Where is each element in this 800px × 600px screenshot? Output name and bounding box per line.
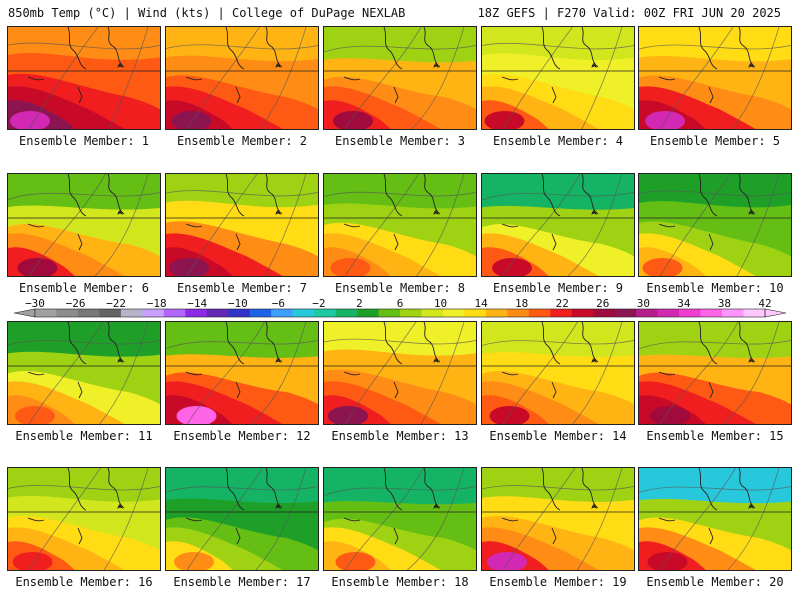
colorbar-swatch <box>99 309 122 317</box>
ensemble-member-label: Ensemble Member: 11 <box>15 429 153 443</box>
colorbar-swatch <box>700 309 723 317</box>
colorbar-swatch <box>464 309 487 317</box>
ensemble-member-label: Ensemble Member: 9 <box>492 281 624 295</box>
colorbar-swatch <box>657 309 680 317</box>
ensemble-member-map <box>7 26 161 130</box>
ensemble-member-map <box>323 467 477 571</box>
colorbar-swatch <box>485 309 508 317</box>
colorbar-swatch <box>228 309 251 317</box>
colorbar-swatch <box>636 309 658 317</box>
colorbar-tick-label: 42 <box>758 297 772 310</box>
colorbar-swatch <box>335 309 358 317</box>
colorbar-tick-label: −30 <box>25 297 45 310</box>
ensemble-member-label: Ensemble Member: 13 <box>331 429 469 443</box>
ensemble-member-label: Ensemble Member: 4 <box>492 134 624 148</box>
ensemble-member-label: Ensemble Member: 1 <box>18 134 150 148</box>
ensemble-member-map <box>7 321 161 425</box>
colorbar-swatch <box>292 309 315 317</box>
colorbar-tick-label: −18 <box>146 297 167 310</box>
ensemble-member-label: Ensemble Member: 3 <box>334 134 466 148</box>
colorbar-tick-label: 18 <box>515 297 529 310</box>
colorbar-swatch <box>35 309 57 317</box>
ensemble-member-label: Ensemble Member: 2 <box>176 134 308 148</box>
colorbar-swatch <box>314 309 336 317</box>
colorbar-swatch <box>528 309 551 317</box>
ensemble-member-label: Ensemble Member: 14 <box>489 429 627 443</box>
ensemble-member-map <box>165 467 319 571</box>
ensemble-member-label: Ensemble Member: 10 <box>646 281 784 295</box>
colorbar-swatch <box>249 309 272 317</box>
chart-title: 850mb Temp (°C) | Wind (kts) | College o… <box>8 6 406 20</box>
ensemble-member-map <box>7 467 161 571</box>
ensemble-member-label: Ensemble Member: 6 <box>18 281 150 295</box>
ensemble-member-map <box>638 173 792 277</box>
ensemble-member-label: Ensemble Member: 8 <box>334 281 466 295</box>
colorbar-swatch <box>442 309 465 317</box>
colorbar-tick-label: −26 <box>65 297 86 310</box>
colorbar-swatch <box>722 309 744 317</box>
colorbar-swatch <box>421 309 444 317</box>
ensemble-member-map <box>323 173 477 277</box>
colorbar-swatch <box>357 309 379 317</box>
colorbar-swatch <box>142 309 165 317</box>
colorbar-swatch <box>206 309 229 317</box>
ensemble-member-map <box>638 467 792 571</box>
colorbar-swatch <box>614 309 637 317</box>
colorbar-swatch <box>571 309 594 317</box>
colorbar-swatch <box>593 309 616 317</box>
ensemble-member-map <box>323 26 477 130</box>
colorbar-swatch <box>400 309 422 317</box>
colorbar-swatch <box>550 309 573 317</box>
ensemble-member-map <box>7 173 161 277</box>
ensemble-member-label: Ensemble Member: 7 <box>176 281 308 295</box>
colorbar-swatch <box>56 309 79 317</box>
ensemble-member-map <box>638 321 792 425</box>
ensemble-member-map <box>165 321 319 425</box>
colorbar-left-arrow <box>13 308 36 318</box>
ensemble-member-label: Ensemble Member: 19 <box>489 575 627 589</box>
ensemble-member-map <box>165 173 319 277</box>
colorbar-tick-label: −14 <box>187 297 208 310</box>
ensemble-member-map <box>323 321 477 425</box>
colorbar-tick-label: −22 <box>106 297 127 310</box>
colorbar-swatch <box>743 309 766 317</box>
colorbar-swatch <box>507 309 530 317</box>
ensemble-member-map <box>481 173 635 277</box>
ensemble-member-label: Ensemble Member: 5 <box>649 134 781 148</box>
colorbar-swatch <box>271 309 293 317</box>
ensemble-member-label: Ensemble Member: 15 <box>646 429 784 443</box>
colorbar-tick-label: 6 <box>396 297 404 310</box>
colorbar-right-arrow <box>764 308 787 318</box>
colorbar-tick-label: 14 <box>474 297 488 310</box>
ensemble-member-map <box>165 26 319 130</box>
ensemble-member-label: Ensemble Member: 20 <box>646 575 784 589</box>
colorbar-tick-label: −6 <box>271 297 285 310</box>
colorbar-swatch <box>163 309 186 317</box>
colorbar-tick-label: 38 <box>717 297 732 310</box>
ensemble-member-label: Ensemble Member: 12 <box>173 429 311 443</box>
ensemble-member-map <box>638 26 792 130</box>
colorbar-tick-label: −2 <box>312 297 326 310</box>
colorbar-swatch <box>77 309 100 317</box>
ensemble-member-label: Ensemble Member: 16 <box>15 575 153 589</box>
temperature-colorbar <box>13 308 787 318</box>
colorbar-tick-label: 22 <box>555 297 569 310</box>
colorbar-tick-label: 2 <box>356 297 363 310</box>
ensemble-member-label: Ensemble Member: 18 <box>331 575 469 589</box>
colorbar-swatch <box>185 309 208 317</box>
colorbar-tick-label: 26 <box>596 297 610 310</box>
ensemble-member-map <box>481 321 635 425</box>
colorbar-swatch <box>120 309 143 317</box>
colorbar-tick-label: 10 <box>433 297 448 310</box>
colorbar-tick-label: −10 <box>227 297 248 310</box>
ensemble-member-map <box>481 26 635 130</box>
run-valid-time: 18Z GEFS | F270 Valid: 00Z FRI JUN 20 20… <box>477 6 781 20</box>
colorbar-swatch <box>378 309 401 317</box>
colorbar-swatch <box>679 309 701 317</box>
colorbar-tick-label: 30 <box>636 297 650 310</box>
ensemble-member-map <box>481 467 635 571</box>
colorbar-tick-label: 34 <box>677 297 691 310</box>
ensemble-member-label: Ensemble Member: 17 <box>173 575 311 589</box>
